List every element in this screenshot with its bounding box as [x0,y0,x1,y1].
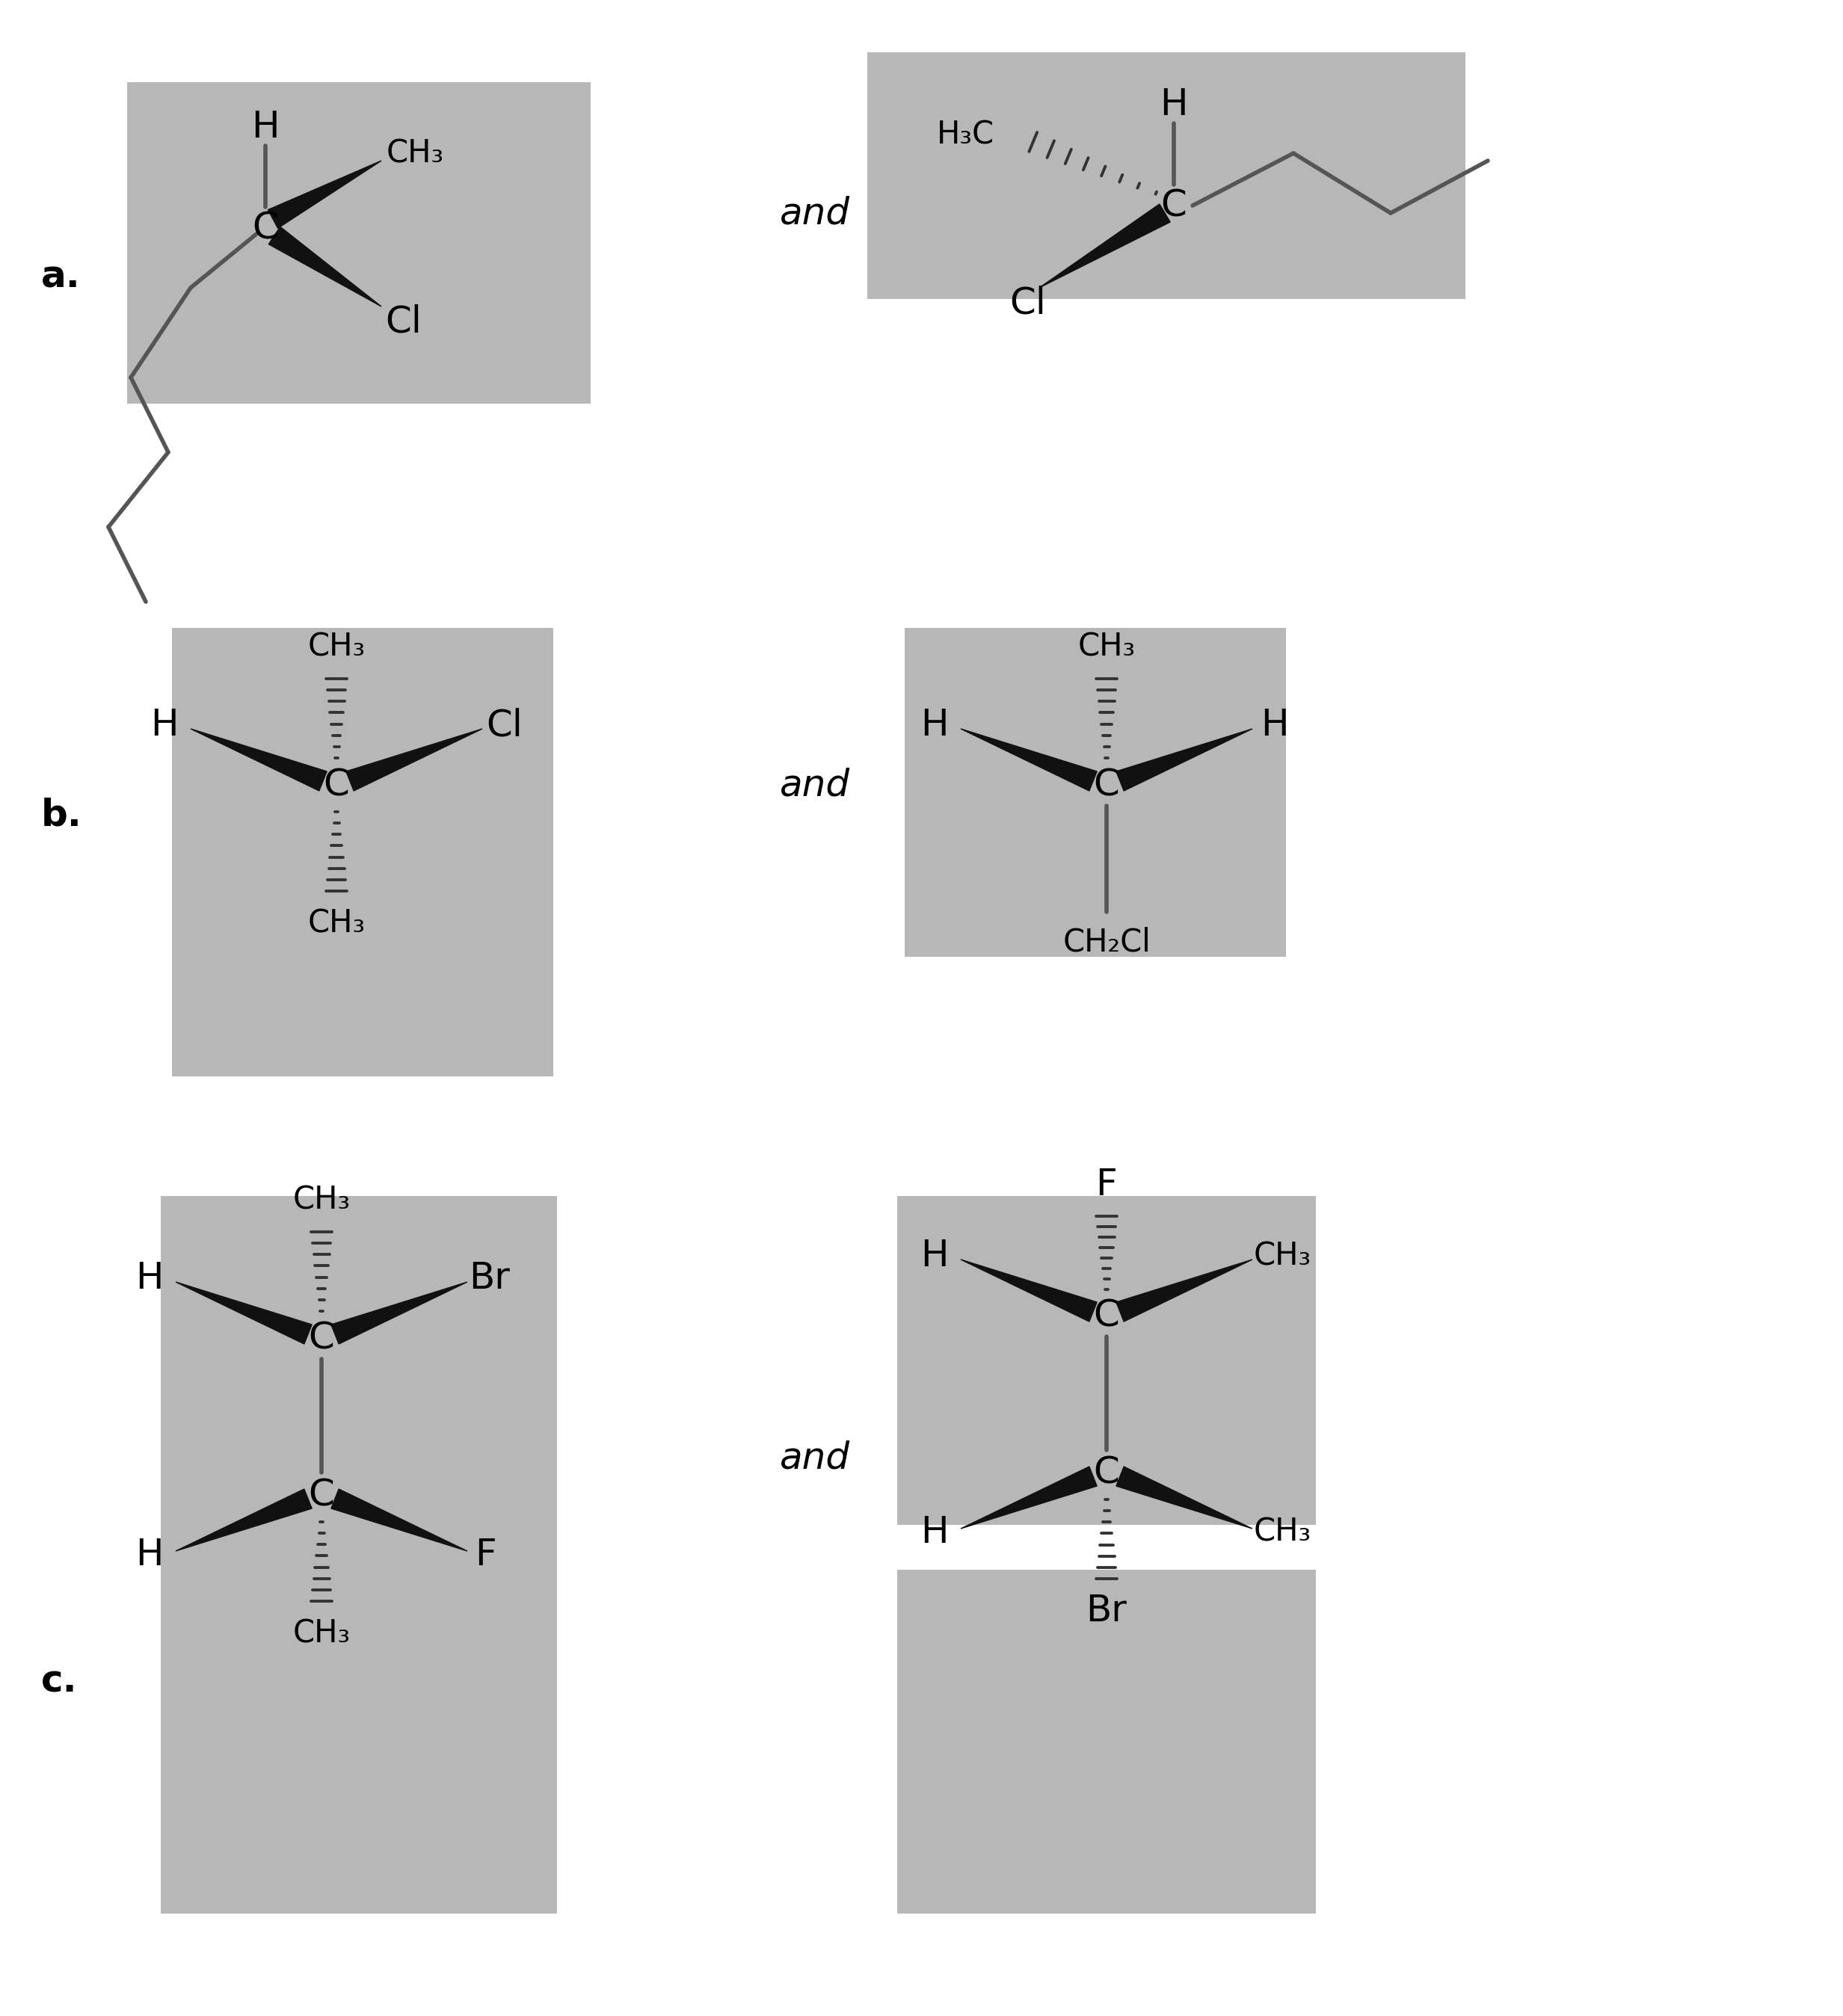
Text: CH₃: CH₃ [1078,631,1135,663]
Polygon shape [190,730,326,790]
Polygon shape [960,1466,1097,1528]
Text: C: C [308,1320,335,1357]
Text: CH₃: CH₃ [308,631,365,663]
Text: C: C [1161,187,1187,224]
Text: c.: c. [41,1663,77,1699]
Text: b.: b. [41,796,83,833]
Polygon shape [175,1282,311,1345]
Polygon shape [332,1282,468,1345]
Polygon shape [960,730,1097,790]
Text: CH₂Cl: CH₂Cl [1063,925,1150,958]
Text: C: C [1093,1298,1119,1333]
Text: CH₃: CH₃ [308,907,365,939]
Bar [171,627,553,1077]
Text: and: and [780,1439,850,1476]
Polygon shape [332,1490,468,1550]
Polygon shape [1117,730,1253,790]
Text: H: H [920,708,949,744]
Text: C: C [1093,766,1119,802]
Text: CH₃: CH₃ [1253,1240,1310,1272]
Text: C: C [252,210,278,246]
Bar [127,83,590,403]
Text: H: H [1159,87,1189,123]
Text: CH₃: CH₃ [293,1617,350,1649]
Text: H: H [1261,708,1288,744]
Text: and: and [780,196,850,232]
Text: C: C [308,1478,335,1512]
Text: Cl: Cl [1010,284,1047,321]
Polygon shape [1117,1466,1253,1528]
Polygon shape [1039,204,1170,288]
Text: Cl: Cl [487,708,523,744]
Polygon shape [269,226,382,306]
Text: CH₃: CH₃ [293,1183,350,1216]
Text: and: and [780,766,850,802]
Polygon shape [1117,1260,1253,1322]
Text: CH₃: CH₃ [1253,1516,1310,1548]
Text: Br: Br [470,1260,511,1296]
Text: a.: a. [41,258,81,294]
Text: C: C [1093,1456,1119,1490]
Text: Br: Br [1086,1593,1128,1629]
Polygon shape [175,1490,311,1550]
Text: H: H [920,1514,949,1550]
Polygon shape [346,730,483,790]
Text: F: F [1097,1167,1117,1204]
Text: H: H [151,708,179,744]
Polygon shape [267,161,382,228]
Text: C: C [323,766,350,802]
Bar [898,1195,1316,1524]
Text: CH₃: CH₃ [387,137,444,169]
Text: H₃C: H₃C [936,119,995,151]
Polygon shape [960,1260,1097,1322]
Text: F: F [475,1536,498,1572]
Text: H: H [136,1260,164,1296]
Text: H: H [251,109,280,145]
Text: H: H [920,1238,949,1274]
Text: Cl: Cl [385,304,422,339]
Bar [160,1195,557,1913]
Bar [868,52,1465,298]
Bar [898,1570,1316,1913]
Text: H: H [136,1536,164,1572]
Bar [905,627,1286,958]
